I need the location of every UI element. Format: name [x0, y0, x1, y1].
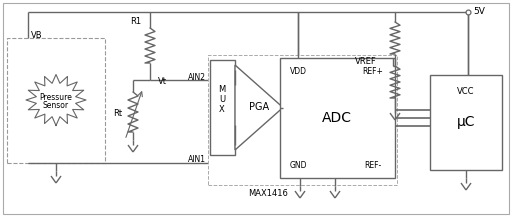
Bar	[7, 38, 105, 163]
Text: Pressure: Pressure	[39, 92, 72, 102]
Text: PGA: PGA	[249, 102, 269, 112]
Polygon shape	[235, 65, 283, 150]
Bar	[430, 75, 502, 170]
Text: REF-: REF-	[365, 161, 381, 169]
Bar	[280, 58, 395, 178]
Text: R1: R1	[131, 18, 141, 26]
Text: AIN1: AIN1	[188, 156, 206, 164]
Text: Sensor: Sensor	[43, 102, 69, 110]
Text: 5V: 5V	[473, 8, 485, 16]
Bar	[208, 55, 397, 185]
Text: Rt: Rt	[114, 108, 122, 117]
Text: VDD: VDD	[289, 66, 307, 76]
Bar	[210, 60, 235, 155]
Text: Vt: Vt	[158, 77, 167, 87]
Text: AIN2: AIN2	[188, 72, 206, 82]
Text: MAX1416: MAX1416	[248, 189, 288, 197]
Text: VCC: VCC	[457, 87, 475, 95]
Text: VB: VB	[31, 31, 42, 41]
Text: REF+: REF+	[362, 66, 383, 76]
Text: U: U	[219, 95, 225, 105]
Text: μC: μC	[457, 115, 475, 129]
Text: X: X	[219, 105, 225, 115]
Text: M: M	[219, 85, 226, 94]
Text: VREF: VREF	[355, 56, 377, 66]
Text: GND: GND	[289, 161, 307, 169]
Text: ADC: ADC	[322, 111, 352, 125]
